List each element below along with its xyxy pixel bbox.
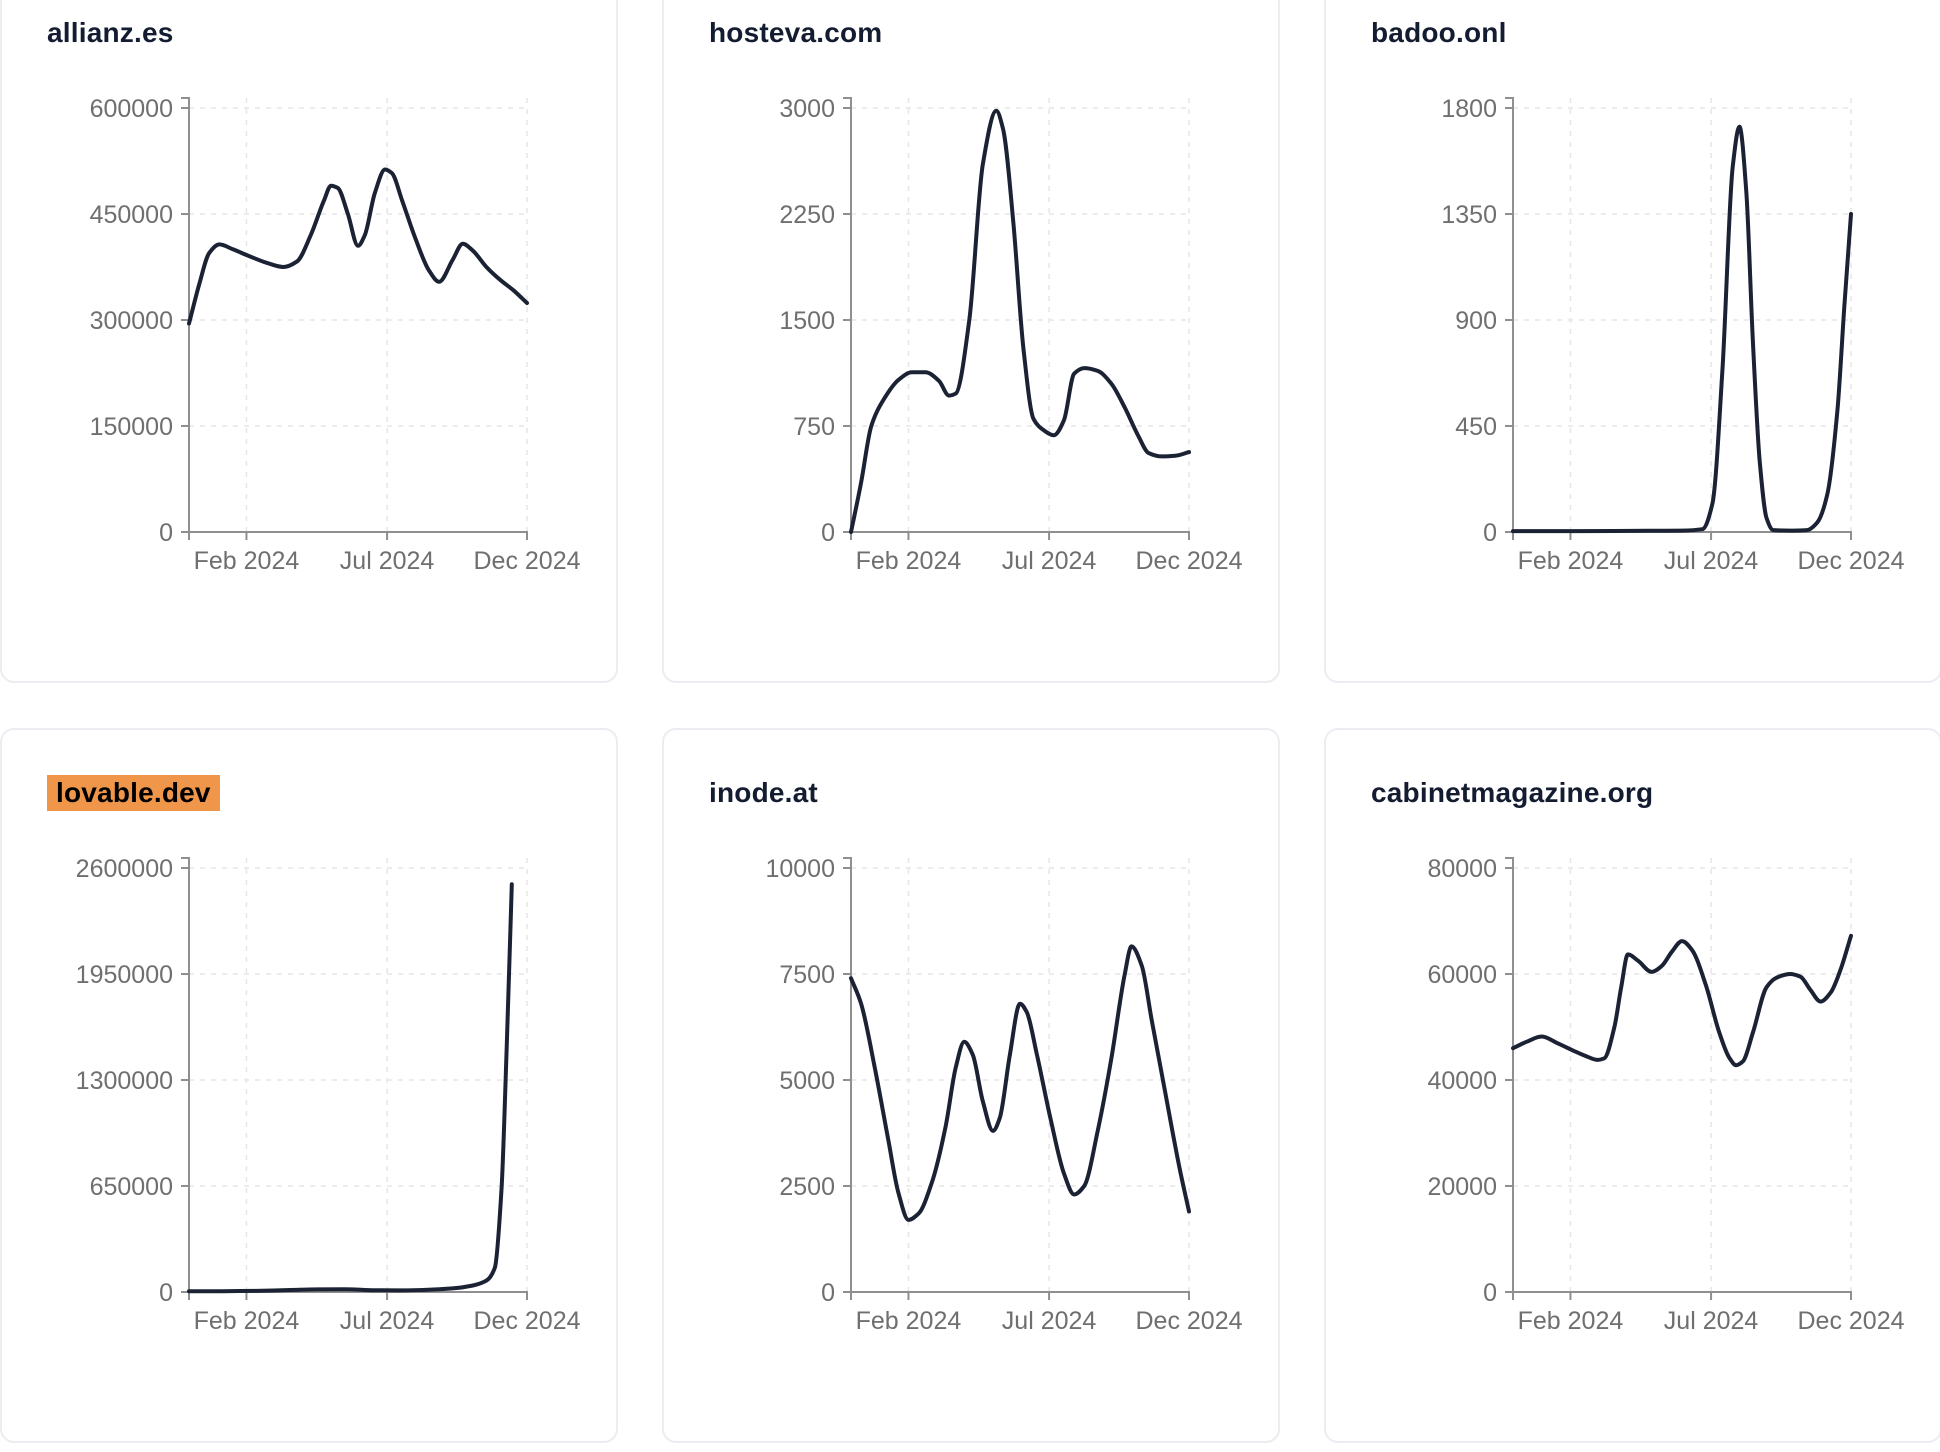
y-axis-tick-label: 20000 (1427, 1173, 1497, 1201)
chart-title-text: allianz.es (47, 17, 174, 48)
chart-title: lovable.dev (47, 775, 580, 811)
x-axis-tick-label: Dec 2024 (473, 1307, 580, 1335)
y-axis-tick-label: 600000 (90, 95, 173, 123)
data-line (1511, 124, 1853, 534)
y-axis: 0 2500 5000 7500 10000 (765, 855, 852, 1307)
y-axis: 0 20000 40000 60000 80000 (1427, 855, 1514, 1307)
gridlines (1513, 98, 1852, 532)
line-chart-svg: 0 450 900 1350 1800 Feb 2024 Jul 2024 Dec 2024 (1441, 95, 1905, 575)
chart-card-allianz-es[interactable]: allianz.es 0 150000 300000 450000 600000 Feb 2… (0, 0, 618, 683)
y-axis-tick-label: 80000 (1427, 855, 1497, 883)
y-axis-tick-label: 1300000 (76, 1067, 173, 1095)
chart-title: hosteva.com (709, 16, 1242, 50)
x-axis-tick-label: Jul 2024 (1002, 547, 1097, 575)
y-axis-tick-label: 40000 (1427, 1067, 1497, 1095)
y-axis-tick-label: 0 (821, 519, 835, 547)
line-chart-svg: 0 150000 300000 450000 600000 Feb 2024 Jul 202… (90, 95, 581, 575)
x-axis-tick-label: Feb 2024 (856, 547, 962, 575)
y-axis: 0 650000 1300000 1950000 2600000 (76, 855, 190, 1307)
y-axis-tick-label: 2250 (779, 201, 835, 229)
y-axis-tick-label: 1500 (779, 307, 835, 335)
chart-title-text-highlighted: lovable.dev (47, 775, 220, 811)
x-axis-tick-label: Jul 2024 (340, 1307, 435, 1335)
chart-title: badoo.onl (1371, 16, 1904, 50)
y-axis-tick-label: 150000 (90, 413, 173, 441)
y-axis: 0 450 900 1350 1800 (1441, 95, 1514, 547)
chart-card-cabinetmagazine-org[interactable]: cabinetmagazine.org 0 20000 40000 60000 80000… (1324, 728, 1940, 1443)
line-chart-svg: 0 2500 5000 7500 10000 Feb 2024 Jul 2024 Dec 20… (765, 855, 1243, 1335)
x-axis-tick-label: Jul 2024 (1664, 547, 1759, 575)
y-axis-tick-label: 5000 (779, 1067, 835, 1095)
y-axis-tick-label: 3000 (779, 95, 835, 123)
gridlines (1513, 858, 1852, 1292)
x-axis: Feb 2024 Jul 2024 Dec 2024 (1512, 531, 1905, 575)
x-axis-tick-label: Feb 2024 (194, 547, 300, 575)
y-axis-tick-label: 2600000 (76, 855, 173, 883)
x-axis-tick-label: Feb 2024 (856, 1307, 962, 1335)
gridlines (189, 98, 528, 532)
x-axis-tick-label: Dec 2024 (473, 547, 580, 575)
data-line (849, 108, 1191, 534)
chart-title-text: badoo.onl (1371, 17, 1507, 48)
gridlines (189, 858, 528, 1292)
x-axis: Feb 2024 Jul 2024 Dec 2024 (188, 531, 581, 575)
data-line (187, 167, 529, 326)
x-axis-tick-label: Feb 2024 (1518, 547, 1624, 575)
y-axis-tick-label: 750 (793, 413, 835, 441)
line-chart-svg: 0 750 1500 2250 3000 Feb 2024 Jul 2024 Dec 2024 (779, 95, 1243, 575)
x-axis: Feb 2024 Jul 2024 Dec 2024 (1512, 1291, 1905, 1335)
line-chart-svg: 0 650000 1300000 1950000 2600000 Feb 2024 Jul … (76, 855, 581, 1335)
x-axis-tick-label: Dec 2024 (1135, 1307, 1242, 1335)
x-axis: Feb 2024 Jul 2024 Dec 2024 (188, 1291, 581, 1335)
y-axis: 0 750 1500 2250 3000 (779, 95, 852, 547)
chart-title-text: hosteva.com (709, 17, 883, 48)
chart-card-hosteva-com[interactable]: hosteva.com 0 750 1500 2250 3000 Feb 2024 Jul 2… (662, 0, 1280, 683)
y-axis-tick-label: 0 (821, 1279, 835, 1307)
x-axis-tick-label: Dec 2024 (1797, 1307, 1904, 1335)
line-chart-svg: 0 20000 40000 60000 80000 Feb 2024 Jul 2024 Dec… (1427, 855, 1905, 1335)
chart-card-lovable-dev[interactable]: lovable.dev 0 650000 1300000 1950000 2600000 F… (0, 728, 618, 1443)
y-axis-tick-label: 0 (1483, 519, 1497, 547)
y-axis-tick-label: 300000 (90, 307, 173, 335)
chart-card-inode-at[interactable]: inode.at 0 2500 5000 7500 10000 Feb 2024 Jul 20… (662, 728, 1280, 1443)
y-axis-tick-label: 450000 (90, 201, 173, 229)
x-axis-tick-label: Feb 2024 (194, 1307, 300, 1335)
chart-title-text: inode.at (709, 777, 818, 808)
x-axis-tick-label: Feb 2024 (1518, 1307, 1624, 1335)
chart-card-badoo-onl[interactable]: badoo.onl 0 450 900 1350 1800 Feb 2024 Jul 2024… (1324, 0, 1940, 683)
y-axis: 0 150000 300000 450000 600000 (90, 95, 190, 547)
x-axis-tick-label: Jul 2024 (340, 547, 435, 575)
x-axis-tick-label: Dec 2024 (1797, 547, 1904, 575)
data-line (849, 944, 1191, 1222)
chart-title: allianz.es (47, 16, 580, 50)
y-axis-tick-label: 450 (1455, 413, 1497, 441)
y-axis-tick-label: 10000 (765, 855, 835, 883)
y-axis-tick-label: 1800 (1441, 95, 1497, 123)
y-axis-tick-label: 900 (1455, 307, 1497, 335)
y-axis-tick-label: 2500 (779, 1173, 835, 1201)
data-line (187, 882, 514, 1294)
chart-title: cabinetmagazine.org (1371, 776, 1904, 810)
chart-title-text: cabinetmagazine.org (1371, 777, 1654, 808)
data-line (1511, 933, 1853, 1068)
x-axis-tick-label: Jul 2024 (1002, 1307, 1097, 1335)
x-axis-tick-label: Dec 2024 (1135, 547, 1242, 575)
x-axis: Feb 2024 Jul 2024 Dec 2024 (850, 531, 1243, 575)
y-axis-tick-label: 1950000 (76, 961, 173, 989)
y-axis-tick-label: 0 (159, 519, 173, 547)
gridlines (851, 858, 1190, 1292)
y-axis-tick-label: 60000 (1427, 961, 1497, 989)
chart-title: inode.at (709, 776, 1242, 810)
x-axis-tick-label: Jul 2024 (1664, 1307, 1759, 1335)
y-axis-tick-label: 1350 (1441, 201, 1497, 229)
y-axis-tick-label: 7500 (779, 961, 835, 989)
x-axis: Feb 2024 Jul 2024 Dec 2024 (850, 1291, 1243, 1335)
y-axis-tick-label: 650000 (90, 1173, 173, 1201)
y-axis-tick-label: 0 (159, 1279, 173, 1307)
y-axis-tick-label: 0 (1483, 1279, 1497, 1307)
